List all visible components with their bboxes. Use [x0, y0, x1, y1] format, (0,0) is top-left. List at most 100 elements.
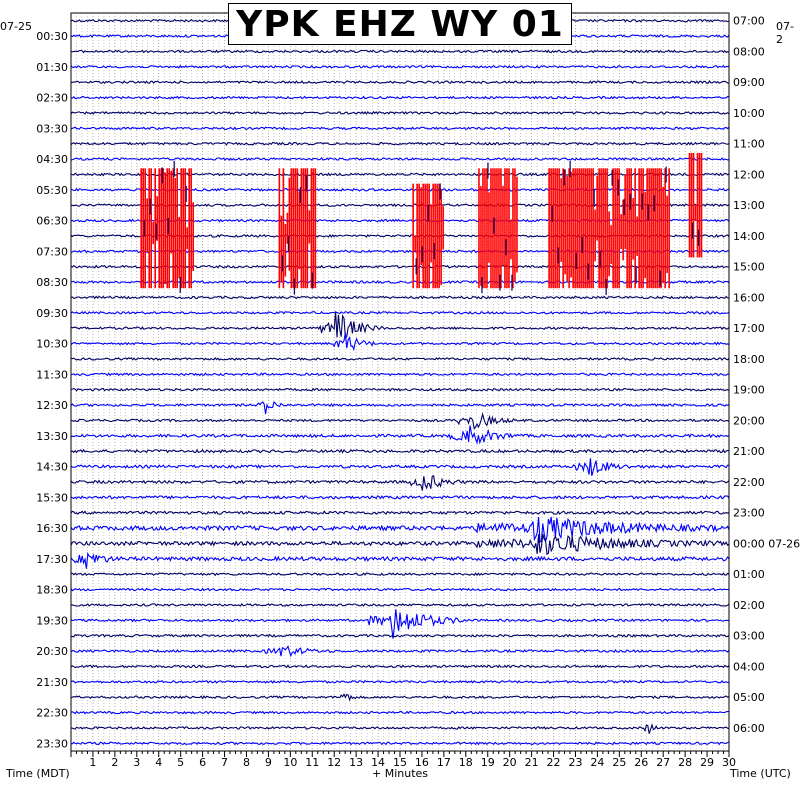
right-time-label: 01:00: [733, 568, 765, 581]
top-left-date: 07-25: [0, 20, 32, 33]
right-axis-label: Time (UTC): [730, 767, 791, 780]
x-tick-label: 29: [700, 756, 714, 769]
right-time-label: 04:00: [733, 660, 765, 673]
trace-row: [70, 664, 730, 669]
left-time-label: 05:30: [36, 184, 68, 197]
left-time-label: 02:30: [36, 92, 68, 105]
trace-row: [70, 80, 730, 85]
left-time-label: 21:30: [36, 676, 68, 689]
chart-title: YPK EHZ WY 01: [228, 3, 572, 45]
right-time-label: 08:00: [733, 45, 765, 58]
trace-row: [70, 64, 730, 69]
right-time-label: 19:00: [733, 384, 765, 397]
x-tick-label: 21: [525, 756, 539, 769]
left-time-label: 08:30: [36, 276, 68, 289]
x-tick-label: 14: [371, 756, 385, 769]
x-tick-label: 17: [437, 756, 451, 769]
right-time-label: 14:00: [733, 230, 765, 243]
right-time-label: 18:00: [733, 353, 765, 366]
top-right-date: 07-2: [776, 20, 794, 46]
trace-row: [70, 494, 730, 500]
left-time-label: 03:30: [36, 122, 68, 135]
right-time-label: 02:00: [733, 599, 765, 612]
left-time-labels: 00:30 01:30 02:30 03:30 04:30 05:30 06:30 07:30…: [36, 30, 68, 750]
trace-row: [70, 157, 730, 162]
left-time-label: 01:30: [36, 61, 68, 74]
trace-row: [70, 448, 730, 454]
right-time-label: 06:00: [733, 722, 765, 735]
left-time-label: 14:30: [36, 461, 68, 474]
trace-row: [70, 387, 730, 392]
x-tick-label: 6: [199, 756, 206, 769]
x-tick-label: 3: [133, 756, 140, 769]
x-tick-label: 9: [265, 756, 272, 769]
x-tick-label: 13: [349, 756, 363, 769]
x-tick-label: 2: [111, 756, 118, 769]
trace-row: [70, 311, 730, 340]
trace-row: [70, 609, 730, 639]
right-time-label: 20:00: [733, 414, 765, 427]
trace-row: [70, 587, 730, 592]
x-tick-label: 23: [568, 756, 582, 769]
trace-row: [70, 425, 730, 445]
left-time-label: 12:30: [36, 399, 68, 412]
x-tick-label: 16: [415, 756, 429, 769]
right-time-label: 15:00: [733, 261, 765, 274]
left-axis-label: Time (MDT): [6, 767, 70, 780]
trace-row: [70, 533, 730, 556]
trace-row: [70, 679, 730, 684]
clipped-signal-blocks: [140, 152, 703, 296]
trace-row: [70, 357, 730, 361]
left-time-label: 22:30: [36, 707, 68, 720]
x-tick-label: 30: [722, 756, 736, 769]
x-tick-label: 28: [678, 756, 692, 769]
trace-row: [70, 458, 730, 476]
trace-row: [70, 295, 730, 300]
trace-row: [70, 551, 730, 569]
x-tick-label: 5: [177, 756, 184, 769]
x-tick-label: 25: [612, 756, 626, 769]
left-time-label: 17:30: [36, 553, 68, 566]
right-time-label: 09:00: [733, 76, 765, 89]
x-tick-label: 22: [547, 756, 561, 769]
trace-row: [70, 516, 730, 543]
right-time-label: 05:00: [733, 691, 765, 704]
right-time-label: 11:00: [733, 138, 765, 151]
trace-row: [70, 49, 730, 54]
right-time-label: 22:00: [733, 476, 765, 489]
left-time-label: 00:30: [36, 30, 68, 43]
x-tick-label: 18: [459, 756, 473, 769]
left-time-label: 06:30: [36, 215, 68, 228]
right-time-label: 23:00: [733, 507, 765, 520]
left-time-label: 16:30: [36, 522, 68, 535]
left-time-label: 04:30: [36, 153, 68, 166]
left-time-label: 09:30: [36, 307, 68, 320]
trace-row: [70, 723, 730, 734]
trace-row: [70, 126, 730, 131]
right-time-label: 12:00: [733, 168, 765, 181]
right-time-label: 17:00: [733, 322, 765, 335]
trace-row: [70, 475, 730, 491]
trace-row: [70, 645, 730, 658]
right-time-label: 16:00: [733, 291, 765, 304]
trace-row: [70, 741, 730, 746]
x-tick-label: 8: [243, 756, 250, 769]
grid-lines: [76, 13, 724, 751]
right-time-label: 13:00: [733, 199, 765, 212]
trace-row: [70, 110, 730, 115]
trace-row: [70, 602, 730, 607]
trace-row: [70, 572, 730, 577]
trace-row: [70, 332, 730, 352]
right-time-label: 03:00: [733, 630, 765, 643]
x-tick-label: 26: [634, 756, 648, 769]
trace-row: [70, 633, 730, 638]
left-time-label: 11:30: [36, 368, 68, 381]
trace-row: [70, 510, 730, 515]
x-tick-label: 4: [155, 756, 162, 769]
trace-row: [70, 400, 730, 415]
x-tick-label: 24: [590, 756, 604, 769]
left-time-label: 23:30: [36, 737, 68, 750]
x-tick-label: 7: [221, 756, 228, 769]
x-axis-ticks: 1 2 3 4 5 6 7 8 9 10 11 12 13 14 15 16 17 18 19 20 21 22 23 24 2…: [70, 751, 736, 769]
